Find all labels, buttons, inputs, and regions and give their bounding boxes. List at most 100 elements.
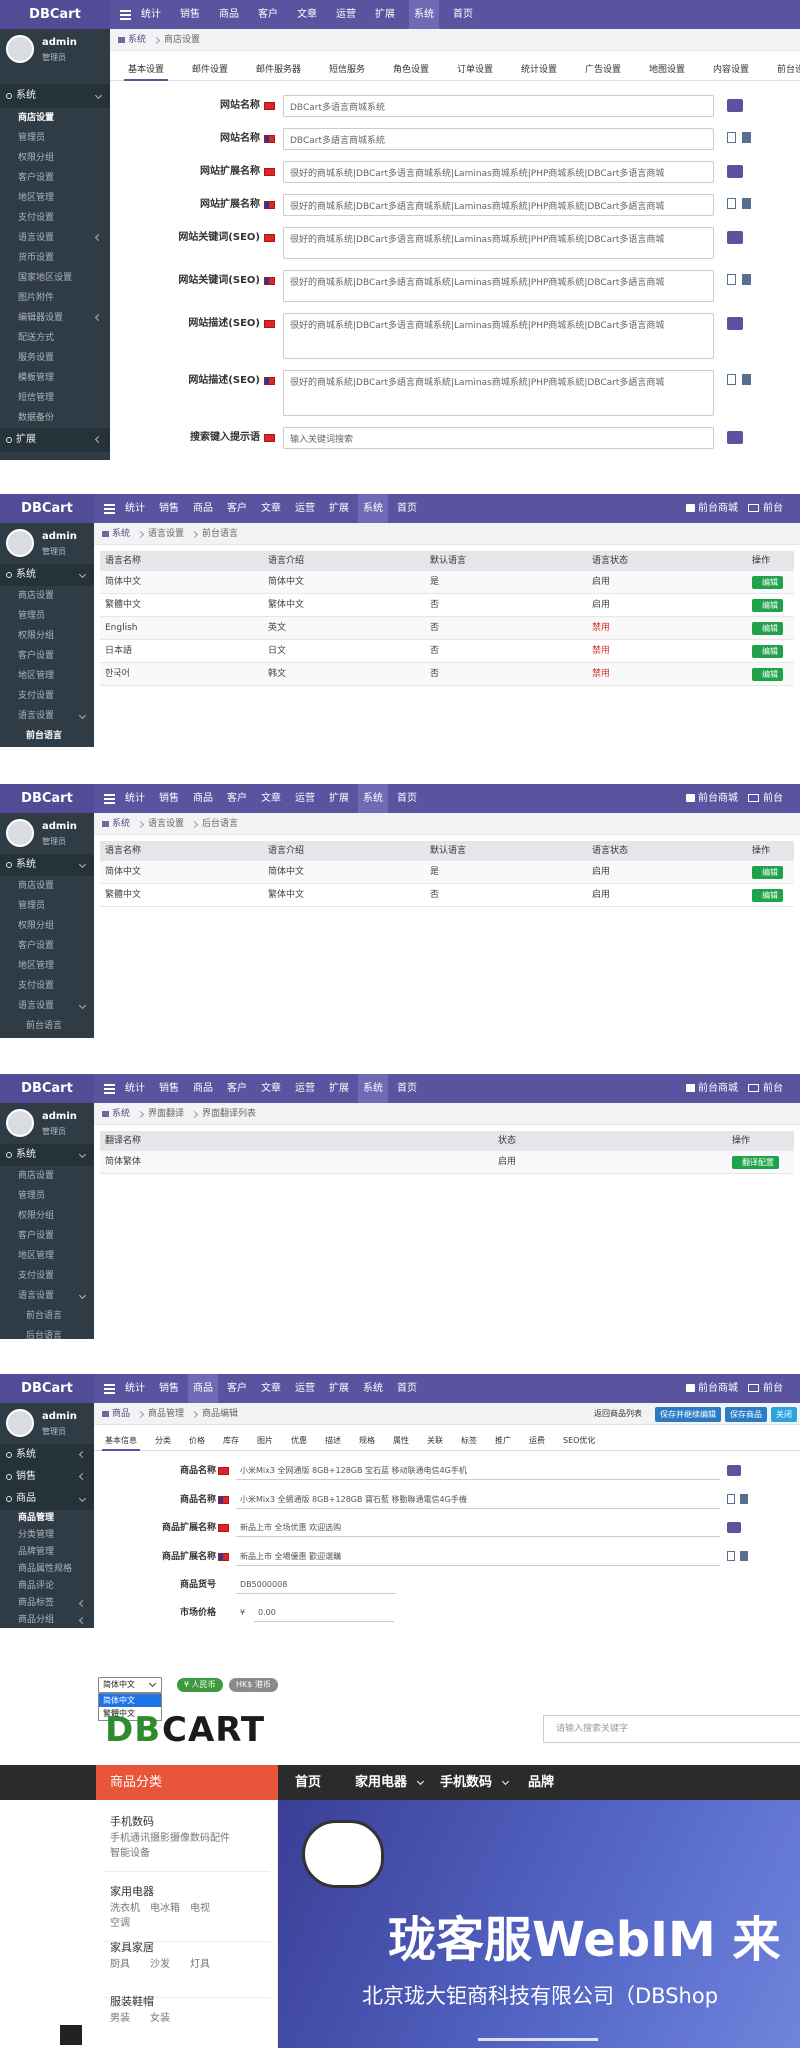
nav-item[interactable]: 统计 — [125, 503, 145, 514]
toolbar-button[interactable]: 保存商品 — [725, 1407, 767, 1422]
sidebar-item[interactable]: 支付设置 — [0, 208, 110, 228]
sidebar-item[interactable]: 地区管理 — [0, 1246, 94, 1266]
sidebar-item[interactable]: 语言设置 — [0, 1286, 94, 1306]
sidebar-item[interactable]: 品牌管理 — [0, 1544, 94, 1561]
sidebar-item[interactable]: 语言设置 — [0, 228, 110, 248]
tab[interactable]: 优惠 — [291, 1436, 307, 1445]
action-button[interactable]: 编辑 — [752, 866, 783, 879]
sidebar-item[interactable]: 客户设置 — [0, 168, 110, 188]
textarea[interactable]: 很好的商城系统|DBCart多语言商城系统|Laminas商城系统|PHP商城系… — [283, 227, 714, 259]
nav-item[interactable]: 系统 — [358, 1074, 388, 1103]
translate-button[interactable] — [727, 317, 743, 330]
sidebar-item[interactable]: 语言设置 — [0, 996, 94, 1016]
tab[interactable]: 邮件设置 — [192, 65, 229, 75]
tab[interactable]: 基本信息 — [102, 1431, 140, 1451]
logo[interactable]: DBCart — [0, 1374, 94, 1403]
nav-item[interactable]: 扩展 — [329, 1383, 349, 1394]
category-link[interactable]: 电冰箱 — [150, 1903, 180, 1914]
tab[interactable]: 前台设置 — [777, 65, 800, 75]
sidebar-item[interactable]: 销售 — [0, 1466, 94, 1488]
logo[interactable]: DBCart — [0, 1074, 94, 1103]
sidebar-item[interactable]: 商店设置 — [0, 876, 94, 896]
category-link[interactable]: 女装 — [150, 2013, 170, 2024]
store-nav-item[interactable]: 品牌 — [528, 1775, 555, 1790]
textarea[interactable]: 很好的商城系统|DBCart多语言商城系统|Laminas商城系统|PHP商城系… — [283, 313, 714, 359]
translate-button[interactable] — [727, 431, 743, 444]
sidebar-item[interactable]: 国家地区设置 — [0, 268, 110, 288]
sidebar-item[interactable]: 商品分组 — [0, 1612, 94, 1628]
copy-icon[interactable] — [727, 1550, 735, 1561]
sidebar-item[interactable]: 货币设置 — [0, 248, 110, 268]
shop-link[interactable]: 前台商城 — [698, 503, 738, 514]
sidebar-item[interactable]: 系统 — [0, 84, 110, 108]
sidebar-item[interactable]: 管理员 — [0, 1186, 94, 1206]
text-input[interactable]: 很好的商城系统|DBCart多语言商城系统|Laminas商城系统|PHP商城系… — [283, 161, 714, 183]
nav-item[interactable]: 运营 — [295, 1083, 315, 1094]
tab[interactable]: 属性 — [393, 1436, 409, 1445]
sidebar-item[interactable]: 语言设置 — [0, 706, 94, 726]
category-link[interactable]: 男装 — [110, 2013, 130, 2024]
sidebar-item[interactable]: 服务设置 — [0, 348, 110, 368]
sidebar-item[interactable]: 地区管理 — [0, 188, 110, 208]
text-input[interactable]: DBCart多語言商城系統 — [283, 128, 714, 150]
nav-item[interactable]: 文章 — [261, 1383, 281, 1394]
sidebar-item[interactable]: 权限分组 — [0, 626, 94, 646]
tab[interactable]: 邮件服务器 — [256, 65, 302, 75]
action-button[interactable]: 编辑 — [752, 645, 783, 658]
currency-button[interactable]: ¥ 人民币 — [177, 1678, 223, 1692]
tab[interactable]: 分类 — [155, 1436, 171, 1445]
menu-toggle[interactable] — [120, 10, 131, 12]
nav-item[interactable]: 客户 — [227, 503, 247, 514]
sidebar-item[interactable]: 权限分组 — [0, 916, 94, 936]
copy-icon[interactable] — [727, 198, 736, 209]
tab[interactable]: 统计设置 — [521, 65, 558, 75]
nav-item[interactable]: 首页 — [397, 1383, 417, 1394]
nav-item[interactable]: 首页 — [453, 9, 473, 20]
nav-item[interactable]: 商品 — [193, 793, 213, 804]
category-link[interactable]: 电视 — [190, 1903, 210, 1914]
front-link[interactable]: 前台 — [763, 1083, 783, 1094]
category-link[interactable]: 摄影摄像 — [150, 1833, 190, 1844]
sidebar-item[interactable]: 地区管理 — [0, 666, 94, 686]
sidebar-item[interactable]: 系统 — [0, 564, 94, 586]
category-name[interactable]: 家用电器 — [110, 1885, 154, 1898]
front-link[interactable]: 前台 — [763, 503, 783, 514]
nav-item[interactable]: 扩展 — [375, 9, 395, 20]
sidebar-item[interactable]: 商品评论 — [0, 1578, 94, 1595]
front-link[interactable]: 前台 — [763, 793, 783, 804]
nav-item[interactable]: 统计 — [125, 1383, 145, 1394]
nav-item[interactable]: 销售 — [180, 9, 200, 20]
category-link[interactable]: 洗衣机 — [110, 1903, 140, 1914]
nav-item[interactable]: 销售 — [159, 503, 179, 514]
back-link[interactable]: 返回商品列表 — [594, 1409, 642, 1418]
menu-toggle[interactable] — [104, 1084, 115, 1086]
sidebar-item[interactable]: 后台语言 — [0, 1036, 94, 1038]
nav-item[interactable]: 首页 — [397, 1083, 417, 1094]
logo[interactable]: DBCart — [0, 784, 94, 813]
logo-part[interactable]: DB — [105, 1710, 162, 1750]
paste-icon[interactable] — [742, 198, 751, 209]
text-input[interactable]: DB5000008 — [236, 1576, 396, 1594]
translate-button[interactable] — [727, 1522, 741, 1533]
nav-item[interactable]: 系统 — [358, 784, 388, 813]
sidebar-item[interactable]: 后台语言 — [0, 746, 94, 747]
text-input[interactable]: 新品上市 全場優惠 歡迎選購 — [236, 1548, 720, 1566]
front-link[interactable]: 前台 — [763, 1383, 783, 1394]
language-option[interactable]: 简体中文 — [99, 1694, 161, 1707]
category-link[interactable]: 智能设备 — [110, 1848, 150, 1859]
store-nav-item[interactable]: 家用电器 — [355, 1775, 408, 1790]
sidebar-item[interactable]: 管理员 — [0, 606, 94, 626]
paste-icon[interactable] — [742, 274, 751, 285]
action-button[interactable]: 编辑 — [752, 576, 783, 589]
sidebar-item[interactable]: 前台语言 — [0, 1016, 94, 1036]
textarea[interactable]: 很好的商城系統|DBCart多語言商城系統|Laminas商城系統|PHP商城系… — [283, 270, 714, 302]
sidebar-item[interactable]: 支付设置 — [0, 686, 94, 706]
tab[interactable]: 运费 — [529, 1436, 545, 1445]
nav-item[interactable]: 统计 — [141, 9, 161, 20]
nav-item[interactable]: 运营 — [295, 503, 315, 514]
nav-item[interactable]: 客户 — [258, 9, 278, 20]
action-button[interactable]: 编辑 — [752, 668, 783, 681]
sidebar-item[interactable]: 系统 — [0, 854, 94, 876]
nav-item[interactable]: 首页 — [397, 793, 417, 804]
sidebar-item[interactable]: 支付设置 — [0, 976, 94, 996]
